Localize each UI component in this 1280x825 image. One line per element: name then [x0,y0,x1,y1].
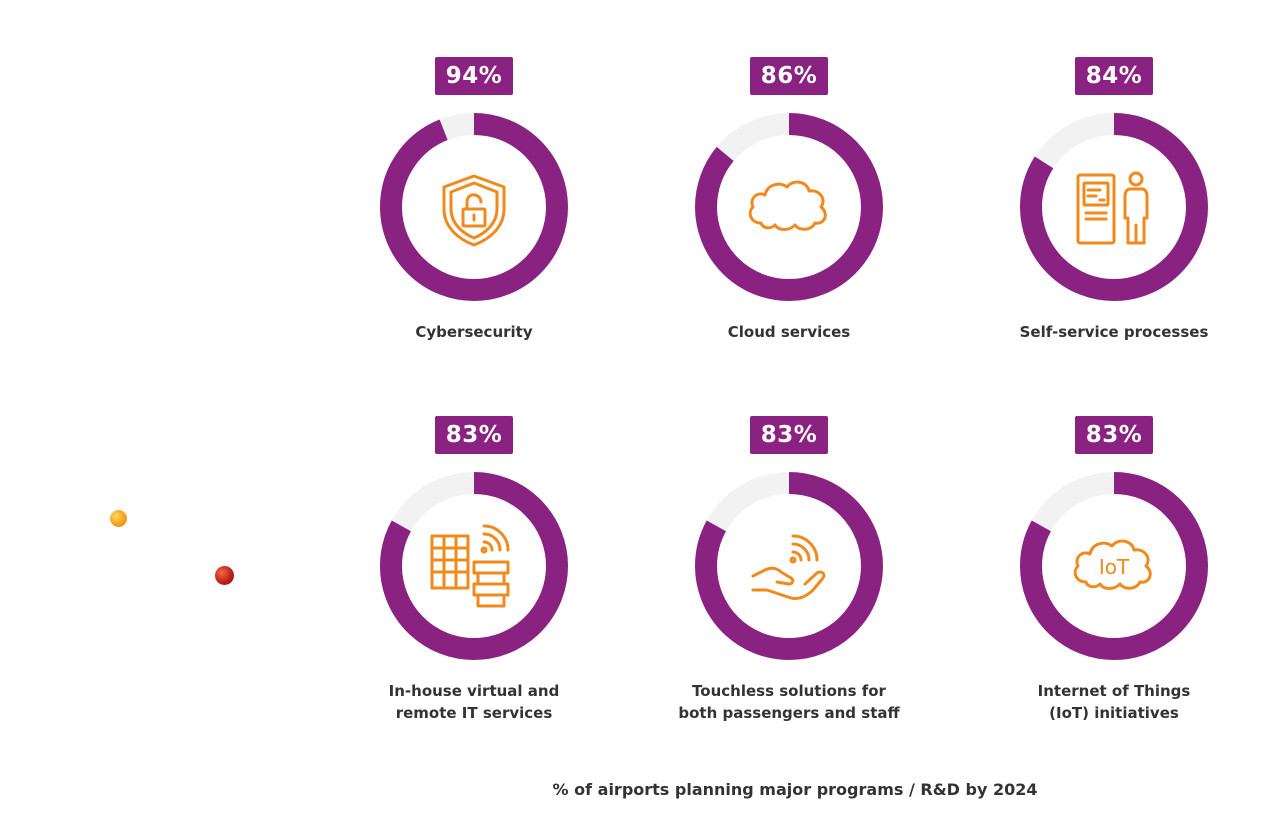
category-label-line-1: Internet of Things [1037,682,1191,700]
category-label-line-1: In-house virtual and [388,682,560,700]
donut-chart [1020,113,1208,301]
donut-chart [695,113,883,301]
donut-arc [1020,113,1208,301]
decorative-dot-yellow [110,510,127,527]
category-label: Cybersecurity [415,323,533,341]
category-label: Cloud services [727,323,851,341]
category-label-lines: Touchless solutions for both passengers … [659,680,919,724]
category-label-lines: Internet of Things (IoT) initiatives [984,680,1244,724]
category-label-line-2: both passengers and staff [678,704,900,722]
category-label-line-2: remote IT services [395,704,553,722]
value-badge: 83% [750,416,828,454]
donut-chart [380,113,568,301]
donut-arc [695,113,883,301]
donut-chart [695,472,883,660]
category-label-lines: In-house virtual and remote IT services [344,680,604,724]
iot-icon-text: IoT [1099,555,1130,579]
donut-arc [380,113,568,301]
kiosk-person-icon [1076,171,1149,245]
donut-chart [380,472,568,660]
shield-lock-icon [442,174,506,247]
value-badge: 83% [1075,416,1153,454]
hand-wireless-icon [751,534,826,600]
value-badge: 84% [1075,57,1153,95]
decorative-dot-red [215,566,234,585]
value-badge: 94% [435,57,513,95]
donut-chart: IoT [1020,472,1208,660]
value-badge: 83% [435,416,513,454]
building-servers-wifi-icon [430,524,510,608]
cloud-icon [748,180,827,231]
donut-arc [695,472,883,660]
value-badge: 86% [750,57,828,95]
donut-arc [1020,472,1208,660]
chart-footnote: % of airports planning major programs / … [552,780,1038,799]
category-label: Self-service processes [1019,323,1209,341]
iot-cloud-icon: IoT [1073,539,1152,590]
donut-arc [380,472,568,660]
category-label-line-1: Touchless solutions for [692,682,886,700]
category-label-line-2: (IoT) initiatives [1049,704,1179,722]
